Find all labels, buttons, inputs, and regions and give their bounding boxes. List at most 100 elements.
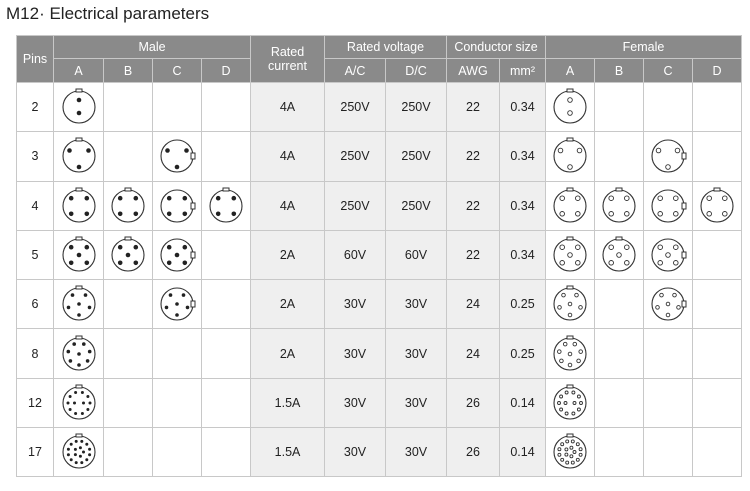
conductor-size-header: Conductor size: [446, 35, 546, 59]
electrical-parameters-table: Pins Male Rated current Rated voltage Co…: [16, 35, 742, 478]
female-b-cell: [594, 131, 644, 182]
17-pin-female-a-icon: [553, 433, 587, 469]
female-d-cell: [692, 229, 742, 281]
male-b-cell: [103, 180, 153, 231]
mm2-cell: 0.14: [499, 427, 546, 478]
female-c-cell: [643, 131, 693, 182]
male-d-cell: [201, 279, 251, 330]
male-d-cell: [201, 328, 251, 379]
awg-cell: 22: [446, 180, 500, 231]
8-pin-female-a-icon: [553, 335, 587, 371]
3-pin-female-a-icon: [553, 137, 587, 173]
awg-cell: 22: [446, 131, 500, 182]
awg-cell: 26: [446, 427, 500, 478]
male-b-cell: [103, 427, 153, 478]
male-d-cell: [201, 180, 251, 231]
4-pin-male-a-icon: [61, 187, 96, 223]
pins-cell: 3: [16, 131, 54, 182]
pins-cell: 5: [16, 229, 54, 281]
4-pin-male-c-icon: [160, 189, 196, 223]
pins-cell: 12: [16, 377, 54, 429]
4-pin-female-b-icon: [602, 187, 636, 223]
5-pin-male-a-icon: [61, 236, 96, 272]
mm2-cell: 0.34: [499, 131, 546, 182]
table-row: 3 4A 250V 250V 22 0.34: [16, 131, 742, 182]
ac-voltage-cell: 60V: [324, 229, 386, 281]
rated-current-line2: current: [268, 59, 307, 73]
6-pin-female-a-icon: [553, 285, 587, 321]
dc-header: D/C: [385, 58, 447, 83]
4-pin-female-a-icon: [553, 187, 587, 223]
male-code-d: D: [201, 58, 251, 83]
female-a-cell: [545, 427, 595, 478]
pins-cell: 17: [16, 427, 54, 478]
dc-voltage-cell: 30V: [385, 427, 447, 478]
pins-cell: 6: [16, 279, 54, 330]
male-b-cell: [103, 131, 153, 182]
awg-cell: 22: [446, 229, 500, 281]
pins-header: Pins: [16, 35, 54, 83]
female-d-cell: [692, 427, 742, 478]
female-code-b: B: [594, 58, 644, 83]
mm2-header: mm²: [499, 58, 546, 83]
5-pin-female-c-icon: [651, 238, 687, 272]
ac-voltage-cell: 30V: [324, 279, 386, 330]
5-pin-male-c-icon: [160, 238, 196, 272]
rated-current-cell: 1.5A: [250, 377, 325, 429]
male-d-cell: [201, 377, 251, 429]
pins-cell: 8: [16, 328, 54, 379]
mm2-cell: 0.25: [499, 328, 546, 379]
female-c-cell: [643, 328, 693, 379]
male-code-c: C: [152, 58, 202, 83]
ac-voltage-cell: 250V: [324, 131, 386, 182]
table-row: 17 1.5A 30V 30V 26 0.14: [16, 427, 742, 478]
ac-header: A/C: [324, 58, 386, 83]
table-row: 6 2A 30V 30V 24 0.25: [16, 279, 742, 330]
female-d-cell: [692, 81, 742, 133]
table-row: 5 2A 60V 60V 22 0.34: [16, 229, 742, 281]
table-row: 12 1.5A 30V 30V 26 0.14: [16, 377, 742, 429]
page-title: M12· Electrical parameters: [6, 4, 210, 23]
awg-cell: 24: [446, 279, 500, 330]
3-pin-female-c-icon: [651, 139, 687, 173]
mm2-cell: 0.34: [499, 180, 546, 231]
dc-voltage-cell: 250V: [385, 81, 447, 133]
awg-cell: 26: [446, 377, 500, 429]
female-a-cell: [545, 279, 595, 330]
5-pin-female-a-icon: [553, 236, 587, 272]
female-c-cell: [643, 279, 693, 330]
female-b-cell: [594, 81, 644, 133]
rated-current-cell: 2A: [250, 328, 325, 379]
2-pin-female-a-icon: [553, 88, 587, 124]
mm2-cell: 0.34: [499, 81, 546, 133]
male-d-cell: [201, 229, 251, 281]
awg-cell: 22: [446, 81, 500, 133]
rated-voltage-header: Rated voltage: [324, 35, 447, 59]
5-pin-male-b-icon: [111, 236, 145, 272]
male-d-cell: [201, 131, 251, 182]
pins-cell: 2: [16, 81, 54, 133]
pins-cell: 4: [16, 180, 54, 231]
12-pin-male-a-icon: [61, 384, 96, 420]
4-pin-male-d-icon: [209, 187, 243, 223]
4-pin-female-d-icon: [700, 187, 734, 223]
male-c-cell: [152, 229, 202, 281]
ac-voltage-cell: 250V: [324, 180, 386, 231]
6-pin-male-a-icon: [61, 285, 96, 321]
female-a-cell: [545, 328, 595, 379]
male-c-cell: [152, 81, 202, 133]
female-b-cell: [594, 180, 644, 231]
male-c-cell: [152, 377, 202, 429]
male-b-cell: [103, 229, 153, 281]
male-a-cell: [53, 377, 104, 429]
ac-voltage-cell: 30V: [324, 328, 386, 379]
female-header: Female: [545, 35, 742, 59]
6-pin-male-c-icon: [160, 287, 196, 321]
female-a-cell: [545, 229, 595, 281]
female-a-cell: [545, 131, 595, 182]
female-c-cell: [643, 81, 693, 133]
3-pin-male-c-icon: [160, 139, 196, 173]
male-c-cell: [152, 427, 202, 478]
rated-current-cell: 4A: [250, 131, 325, 182]
male-c-cell: [152, 131, 202, 182]
